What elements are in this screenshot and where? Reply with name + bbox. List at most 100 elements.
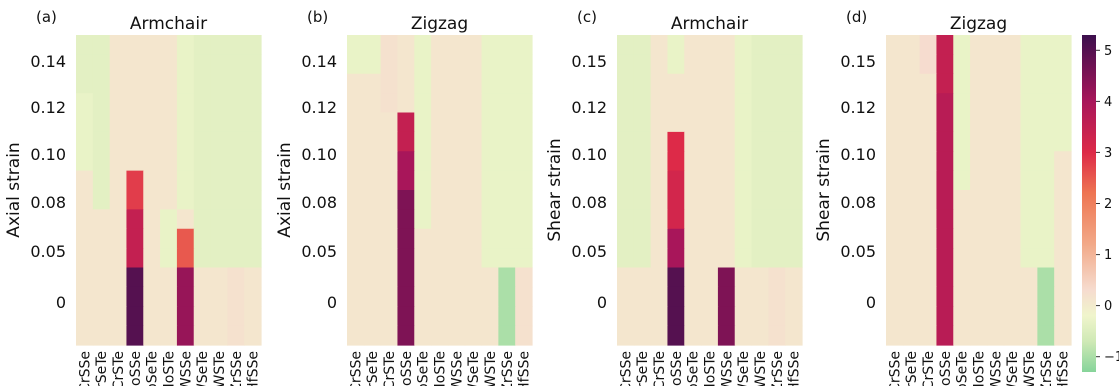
heatmap-cell	[76, 306, 94, 327]
heatmap-cell	[363, 151, 382, 172]
heatmap-cell	[76, 209, 94, 230]
heatmap-cell	[380, 93, 399, 114]
heatmap-cell	[414, 190, 432, 210]
heatmap-cell	[447, 73, 466, 94]
heatmap-cell	[667, 267, 685, 288]
heatmap-cell	[143, 131, 161, 152]
heatmap-cell	[464, 170, 483, 191]
heatmap-cell	[785, 93, 803, 114]
heatmap-cell	[1003, 54, 1022, 75]
heatmap-cell	[1020, 151, 1038, 172]
heatmap-cell	[1003, 286, 1022, 307]
heatmap-cell	[1037, 54, 1055, 75]
heatmap-cell	[193, 248, 212, 269]
heatmap-cell	[92, 35, 111, 55]
heatmap-cell	[734, 170, 753, 191]
heatmap-cell	[431, 73, 449, 94]
heatmap-cell	[1037, 267, 1055, 288]
heatmap-cell	[768, 190, 786, 210]
heatmap-cell	[734, 93, 753, 114]
x-tick-label: WSeTe	[466, 351, 482, 386]
heatmap-cell	[176, 73, 195, 94]
x-tick-label: HfSSe	[1056, 351, 1072, 386]
heatmap-cell	[684, 209, 702, 230]
heatmap-cell	[210, 112, 228, 133]
heatmap-cell	[902, 35, 921, 55]
heatmap-cell	[902, 248, 921, 269]
heatmap-cell	[244, 131, 262, 152]
heatmap-cell	[380, 151, 399, 172]
heatmap-cell	[498, 190, 516, 210]
heatmap-cell	[176, 228, 195, 249]
y-tick-label: 0.08	[571, 193, 607, 212]
heatmap-cell	[515, 93, 533, 114]
heatmap-cell	[684, 131, 702, 152]
heatmap-cell	[717, 35, 736, 55]
heatmap-cell	[617, 190, 635, 210]
heatmap-cell	[515, 248, 533, 269]
heatmap-cell	[1054, 286, 1072, 307]
heatmap-cell	[176, 35, 195, 55]
heatmap-cell	[380, 190, 399, 210]
y-tick-label: 0.12	[301, 98, 337, 117]
heatmap-cell	[176, 112, 195, 133]
heatmap-cell	[515, 228, 533, 249]
heatmap-cell	[126, 93, 144, 114]
heatmap-cell	[160, 112, 178, 133]
heatmap-cell	[363, 228, 382, 249]
heatmap-cell	[176, 151, 195, 172]
heatmap-cell	[667, 35, 685, 55]
heatmap-cell	[886, 325, 904, 346]
heatmap-cell	[785, 286, 803, 307]
heatmap-cell	[515, 170, 533, 191]
heatmap-cell	[953, 325, 971, 346]
heatmap-cell	[76, 54, 94, 75]
heatmap-cell	[92, 93, 111, 114]
heatmap-cell	[176, 209, 195, 230]
heatmap-cell	[919, 267, 938, 288]
heatmap-cell	[953, 286, 971, 307]
heatmap-cell	[380, 131, 399, 152]
heatmap-cell	[347, 112, 365, 133]
heatmap-cell	[886, 306, 904, 327]
heatmap-cell	[650, 248, 669, 269]
heatmap-cell	[701, 267, 719, 288]
heatmap-cell	[785, 228, 803, 249]
heatmap-cell	[1037, 228, 1055, 249]
heatmap-cell	[768, 54, 786, 75]
heatmap-cell	[143, 248, 161, 269]
heatmap-cell	[244, 35, 262, 55]
heatmap-cell	[160, 267, 178, 288]
heatmap-cell	[936, 286, 954, 307]
x-tick-label: MoSTe	[433, 351, 449, 386]
heatmap-cell	[481, 131, 499, 152]
heatmap-cell	[953, 306, 971, 327]
heatmap-cell	[414, 112, 432, 133]
heatmap-cell	[210, 93, 228, 114]
heatmap-cell	[498, 286, 516, 307]
heatmap-cell	[143, 151, 161, 172]
x-tick-label: ZrSSe	[1039, 351, 1055, 386]
y-tick-label: 0	[866, 293, 876, 312]
heatmap-cell	[126, 170, 144, 191]
heatmap-cell	[970, 131, 988, 152]
heatmap-cell	[919, 93, 938, 114]
heatmap-cell	[515, 131, 533, 152]
heatmap-cell	[92, 54, 111, 75]
heatmap-cell	[902, 151, 921, 172]
heatmap-cell	[363, 54, 382, 75]
heatmap-cell	[986, 35, 1005, 55]
heatmap-cell	[244, 248, 262, 269]
heatmap-cell	[380, 228, 399, 249]
heatmap-cell	[1020, 325, 1038, 346]
heatmap-cell	[953, 54, 971, 75]
heatmap-cell	[380, 306, 399, 327]
heatmap-cell	[447, 93, 466, 114]
heatmap-cell	[684, 248, 702, 269]
heatmap-cell	[986, 73, 1005, 94]
heatmap-cell	[244, 54, 262, 75]
heatmap-cell	[902, 112, 921, 133]
heatmap-cell	[414, 267, 432, 288]
x-tick-label: MoSeTe	[955, 351, 971, 386]
heatmap-cell	[734, 151, 753, 172]
